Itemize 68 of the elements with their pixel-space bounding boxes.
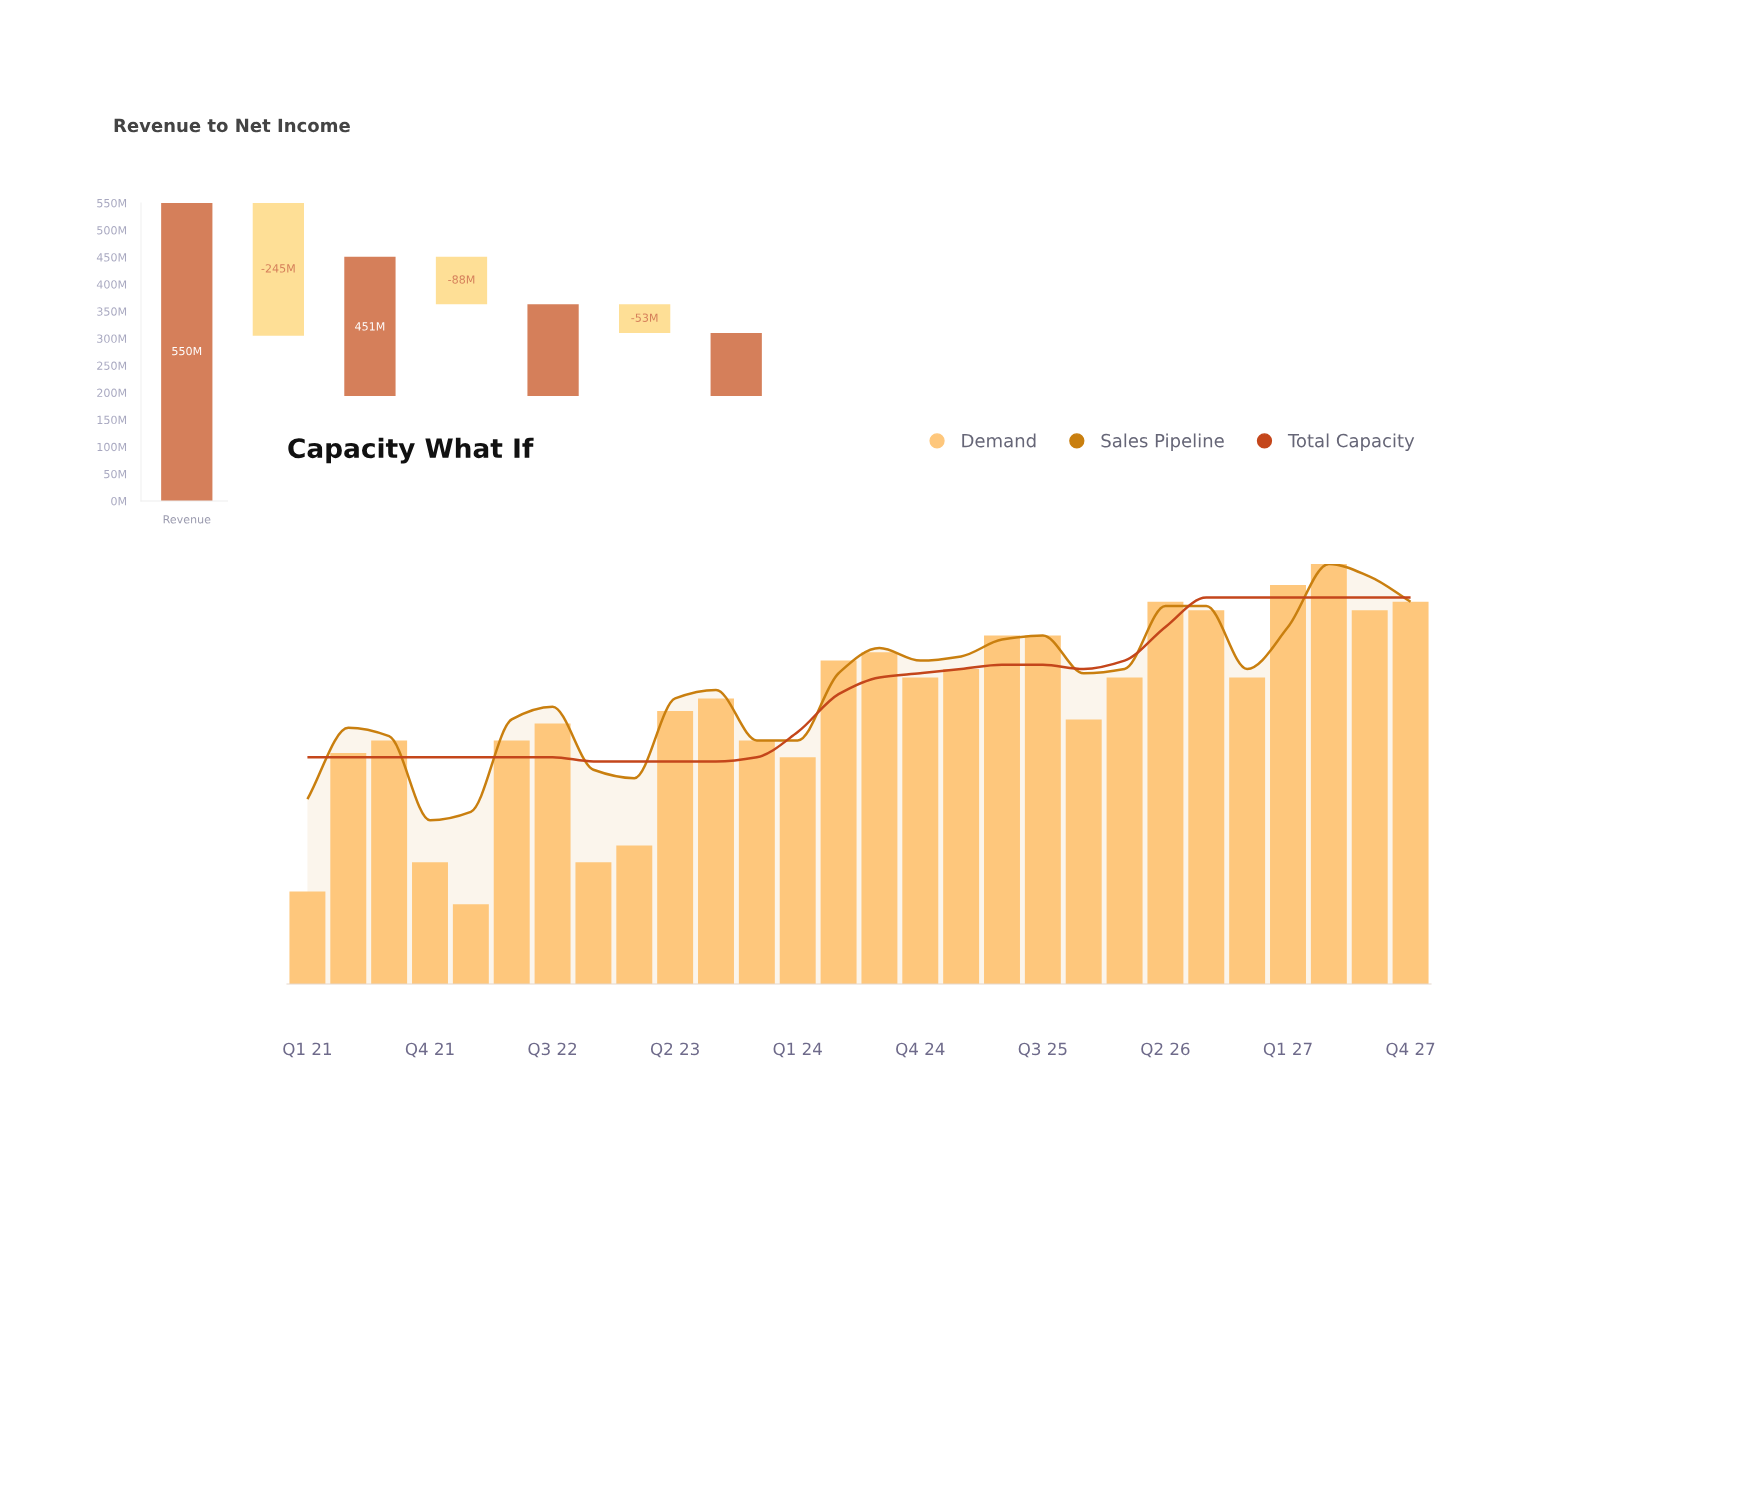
y-tick-label: 500M [97,226,127,235]
bar [710,333,762,399]
y-tick-label: 200M [97,388,127,398]
x-tick-label: Q3 22 [528,1042,577,1058]
bar [493,740,530,984]
bar [371,740,408,984]
x-tick-label: Q2 23 [650,1042,699,1058]
y-tick-label: 50M [104,469,127,479]
bar [698,698,734,984]
bar [344,256,396,399]
bar [616,845,653,984]
bar [861,652,898,984]
bar [289,891,326,984]
data-label: -53M [631,313,658,322]
x-tick-label: Q3 25 [1018,1042,1067,1058]
data-label: -245M [261,264,295,273]
bar [1310,564,1347,984]
bar [1106,677,1143,984]
bar [1229,677,1266,984]
bar [534,723,571,984]
bar [452,904,489,984]
bar [435,256,488,305]
legend-label: Total Capacity [1287,433,1415,451]
x-tick-label: Q1 27 [1263,1042,1312,1058]
data-label: -88M [448,275,475,284]
legend-label: Demand [962,433,1036,448]
bar [1065,719,1102,984]
bar [657,711,694,984]
x-tick-label: Q2 26 [1141,1042,1190,1058]
chart-title: Capacity What If [288,437,534,464]
bar [820,660,857,984]
y-tick-label: 450M [96,253,127,262]
y-tick-label: 150M [97,415,127,425]
bar [1392,601,1429,984]
bar [619,304,671,334]
bar [1351,610,1388,984]
y-tick-label: 550M [97,198,127,208]
x-tick-label: Q1 21 [283,1042,331,1058]
bar [779,757,816,984]
x-tick-label: Q4 24 [896,1042,945,1058]
bar [1024,635,1061,984]
y-tick-label: 0M [111,496,127,506]
bar [161,203,213,501]
x-tick-label: Q4 21 [405,1042,454,1058]
x-tick-label: Revenue [163,515,211,524]
bar [330,753,367,984]
y-tick-label: 300M [97,334,127,343]
data-label: 451M [355,322,385,331]
y-tick-label: 250M [97,361,127,370]
y-tick-label: 350M [97,307,127,316]
bar [1188,610,1225,984]
bar [738,740,775,984]
x-tick-label: Q4 27 [1386,1042,1435,1058]
bar [902,677,939,984]
x-tick-label: Q1 24 [773,1042,822,1058]
bar [252,203,304,336]
chart-title: Revenue to Net Income [114,118,350,133]
bar [943,669,980,984]
bar [1270,585,1306,984]
y-tick-label: 100M [97,442,127,452]
y-tick-label: 400M [96,280,127,289]
bar [984,635,1020,984]
bar [1147,601,1184,984]
bar [412,862,448,984]
data-label: 550M [172,346,202,356]
legend-label: Sales Pipeline [1101,433,1224,451]
bar [575,862,612,984]
bar [527,304,579,399]
